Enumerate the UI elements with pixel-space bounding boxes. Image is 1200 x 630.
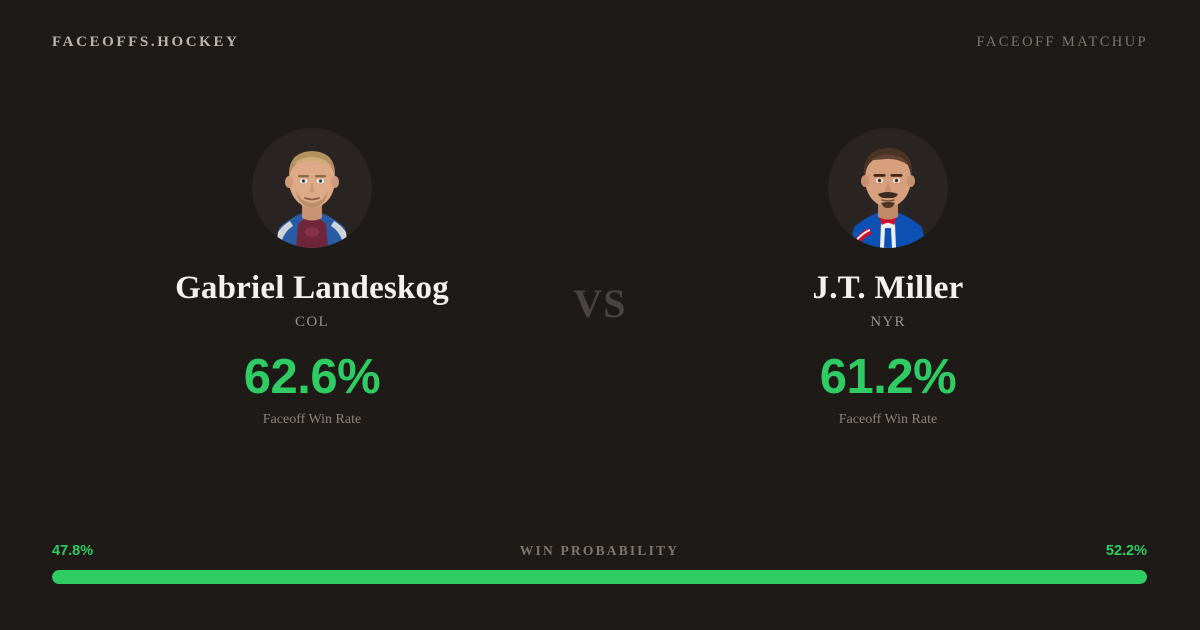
win-probability-bar-track (52, 570, 1147, 584)
player-name: Gabriel Landeskog (175, 270, 449, 306)
player-faceoff-win-rate-label: Faceoff Win Rate (262, 411, 362, 427)
win-probability-left-value: 47.8% (52, 543, 94, 559)
win-probability-title: WIN PROBABILITY (519, 543, 680, 558)
versus-separator: VS (573, 281, 627, 326)
player-card-right[interactable]: J.T. Miller NYR 61.2% Faceoff Win Rate (673, 128, 1103, 428)
player-faceoff-win-rate-label: Faceoff Win Rate (838, 411, 938, 427)
player-faceoff-win-rate-value: 61.2% (819, 349, 957, 404)
win-probability-right-value: 52.2% (1105, 543, 1147, 559)
player-team-abbrev: COL (295, 313, 329, 330)
site-brand-logo[interactable]: FACEOFFS.HOCKEY (52, 33, 240, 50)
win-probability-labels: 47.8% WIN PROBABILITY 52.2% (52, 540, 1147, 562)
player-team-abbrev: NYR (870, 313, 906, 330)
player-name: J.T. Miller (812, 270, 964, 306)
player-card-left[interactable]: Gabriel Landeskog COL 62.6% Faceoff Win … (97, 128, 527, 428)
win-probability-section: 47.8% WIN PROBABILITY 52.2% (52, 540, 1147, 584)
player-headshot-landeskog (252, 128, 372, 248)
player-faceoff-win-rate-value: 62.6% (243, 349, 381, 404)
header-subtitle: FACEOFF MATCHUP (976, 33, 1148, 50)
win-probability-bar-fill (52, 570, 1147, 584)
matchup-section: Gabriel Landeskog COL 62.6% Faceoff Win … (0, 128, 1200, 488)
player-headshot-miller (828, 128, 948, 248)
page-header: FACEOFFS.HOCKEY FACEOFF MATCHUP (0, 0, 1200, 84)
